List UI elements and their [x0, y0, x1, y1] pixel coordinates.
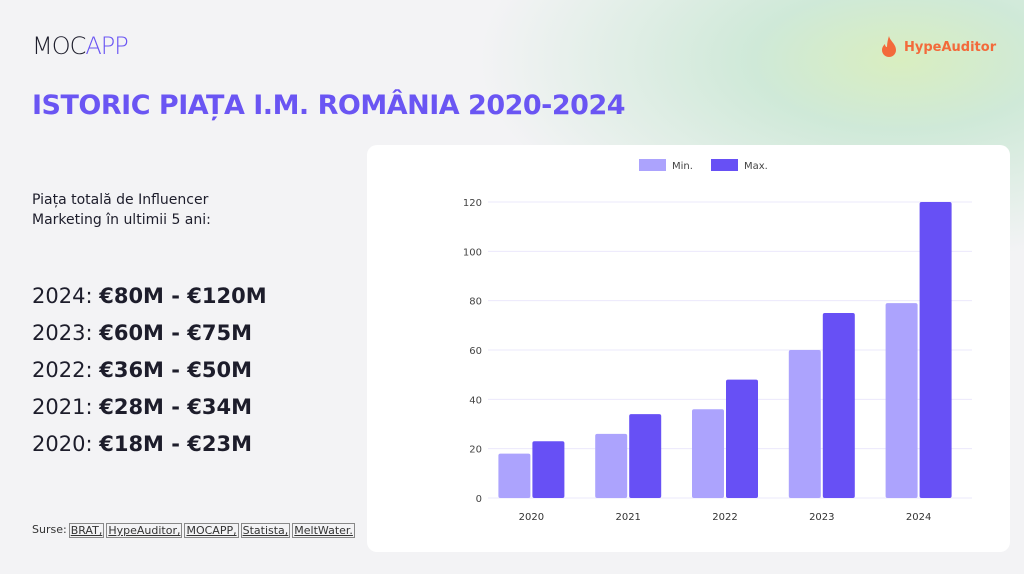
bar-max: [822, 313, 855, 498]
y-tick-label: 120: [463, 198, 482, 209]
x-tick-label: 2021: [615, 512, 640, 523]
range-item: 2020: €18M - €23M: [32, 432, 253, 456]
x-tick-label: 2024: [906, 512, 931, 523]
bar-max: [532, 441, 565, 498]
y-tick-label: 0: [476, 494, 482, 505]
bar-min: [595, 433, 628, 498]
flame-icon: [882, 36, 896, 57]
y-tick-label: 100: [463, 247, 482, 258]
x-tick-label: 2023: [809, 512, 834, 523]
range-item: 2021: €28M - €34M: [32, 395, 253, 419]
legend-label: Max.: [744, 161, 768, 172]
source-link[interactable]: MOCAPP,: [184, 523, 239, 538]
range-item: 2023: €60M - €75M: [32, 321, 253, 345]
bar-max: [726, 379, 758, 498]
chart-card: 0 20 40 60 80 100 120 2020 2021 2022 2023 2024 Min. M…: [367, 145, 1010, 552]
x-tick-label: 2020: [519, 512, 544, 523]
legend-label: Min.: [672, 161, 693, 172]
y-tick-label: 60: [469, 346, 482, 357]
y-tick-label: 80: [469, 297, 482, 308]
source-link[interactable]: BRAT,: [68, 523, 105, 538]
bar-min: [498, 453, 531, 498]
bar-min: [885, 303, 918, 498]
bar-max: [919, 202, 952, 498]
range-list: 2024: €80M - €120M 2023: €60M - €75M 202…: [32, 284, 267, 469]
intro-text: Piața totală de Influencer Marketing în …: [32, 192, 211, 228]
bar-min: [788, 350, 821, 498]
bar-max: [629, 414, 662, 498]
hypeauditor-logo: HypeAuditor: [880, 36, 996, 58]
bar-chart: 0 20 40 60 80 100 120 2020 2021 2022 2023 2024 Min. M…: [463, 159, 972, 523]
source-link[interactable]: Statista,: [240, 523, 291, 538]
x-tick-label: 2022: [712, 512, 737, 523]
page-title: ISTORIC PIAȚA I.M. ROMÂNIA 2020-2024: [32, 90, 626, 121]
mocapp-logo: MOCAPP: [32, 32, 129, 60]
y-tick-label: 40: [469, 395, 482, 406]
sources: Surse: BRAT, HypeAuditor, MOCAPP, Statis…: [32, 523, 355, 538]
bar-min: [692, 409, 724, 498]
range-item: 2024: €80M - €120M: [32, 284, 267, 308]
source-link[interactable]: HypeAuditor,: [106, 523, 183, 538]
source-link[interactable]: MeltWater.: [292, 523, 355, 538]
range-item: 2022: €36M - €50M: [32, 358, 253, 382]
legend-swatch: [711, 159, 738, 171]
legend-swatch: [639, 159, 666, 171]
y-tick-label: 20: [469, 445, 482, 456]
